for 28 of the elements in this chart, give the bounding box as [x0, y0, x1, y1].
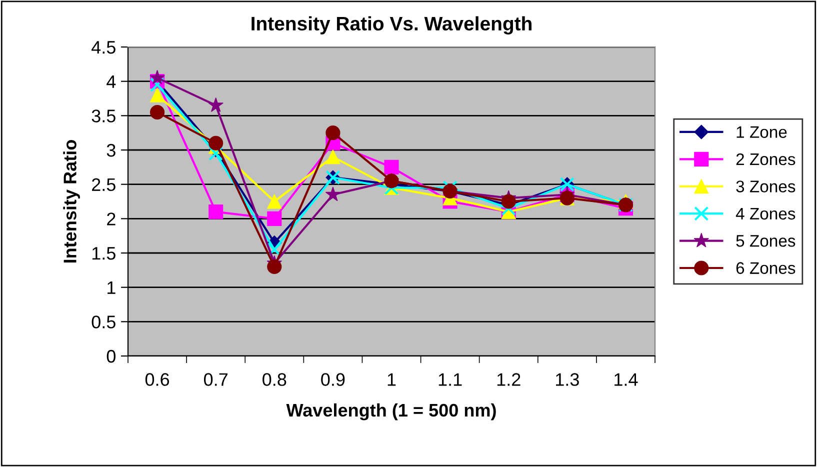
x-tick-label: 1.1 — [438, 373, 462, 386]
legend-label: 1 Zone — [736, 126, 787, 138]
x-tick-label: 1.2 — [497, 373, 520, 386]
chart-title: Intensity Ratio Vs. Wavelength — [252, 16, 532, 34]
y-tick-label: 1.5 — [92, 247, 116, 260]
x-tick-label: 0.8 — [262, 373, 286, 386]
legend-label: 4 Zones — [736, 208, 796, 220]
legend-label: 2 Zones — [736, 153, 796, 166]
y-tick-label: 3.5 — [92, 110, 116, 122]
x-tick-label: 1.4 — [614, 373, 638, 386]
x-axis-title: Wavelength (1 = 500 nm) — [286, 403, 496, 420]
y-axis-title: Intensity Ratio — [63, 140, 80, 262]
y-tick-label: 2 — [107, 212, 116, 226]
x-tick-label: 0.6 — [145, 373, 170, 386]
legend-label: 3 Zones — [736, 180, 796, 192]
y-tick-label: 0.5 — [92, 316, 116, 328]
x-tick-label: 1.3 — [556, 373, 579, 386]
x-tick-label: 0.9 — [321, 373, 345, 386]
y-tick-label: 0 — [106, 350, 116, 363]
x-tick-label: 1 — [388, 373, 396, 386]
y-tick-label: 4.5 — [92, 41, 116, 54]
legend-label: 5 Zones — [736, 235, 796, 247]
y-tick-label: 3 — [106, 144, 116, 157]
legend-label: 6 Zones — [736, 262, 796, 274]
x-tick-label: 0.7 — [204, 373, 228, 386]
y-tick-label: 4 — [106, 75, 116, 88]
y-tick-label: 2.5 — [92, 178, 116, 192]
y-tick-label: 1 — [108, 281, 116, 294]
